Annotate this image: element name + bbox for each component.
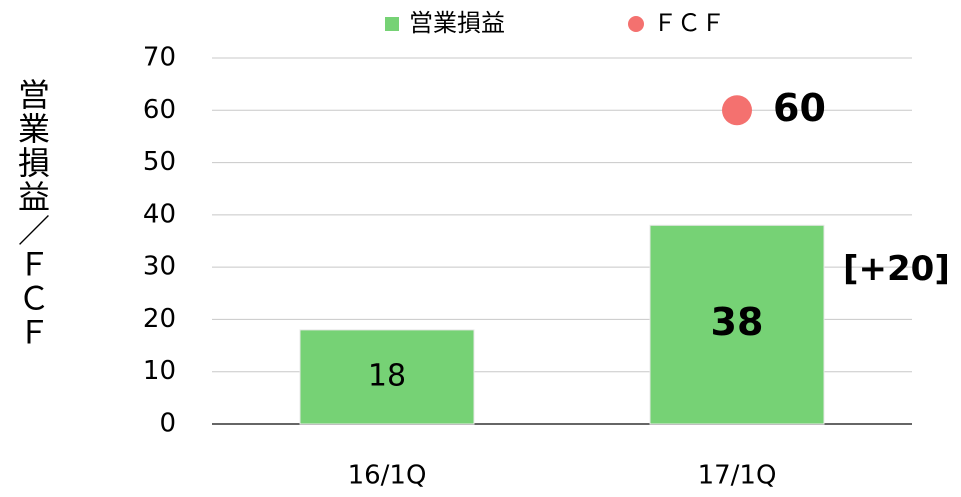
x-tick-label: 16/1Q xyxy=(348,461,427,491)
y-tick-label: 60 xyxy=(143,95,176,125)
y-tick-label: 70 xyxy=(143,43,176,73)
y-tick-label: 20 xyxy=(143,304,176,334)
x-tick-label: 17/1Q xyxy=(698,461,777,491)
data-label: 60 xyxy=(773,86,826,130)
data-label: 38 xyxy=(711,300,764,344)
y-tick-label: 50 xyxy=(143,147,176,177)
y-tick-label: 10 xyxy=(143,356,176,386)
bar xyxy=(299,329,475,425)
legend-label: 営業損益 xyxy=(409,9,505,37)
legend-swatch xyxy=(628,16,644,32)
point xyxy=(722,95,752,126)
legend-swatch xyxy=(385,17,399,31)
data-label: 18 xyxy=(368,358,406,393)
y-tick-label: 0 xyxy=(159,409,176,439)
annotation: [+20] xyxy=(843,249,950,289)
legend-label: ＦＣＦ xyxy=(653,9,725,37)
y-axis-label: 営業損益／ＦＣＦ xyxy=(13,78,51,350)
y-tick-label: 40 xyxy=(143,199,176,229)
bar xyxy=(649,224,825,425)
y-tick-label: 30 xyxy=(143,252,176,282)
